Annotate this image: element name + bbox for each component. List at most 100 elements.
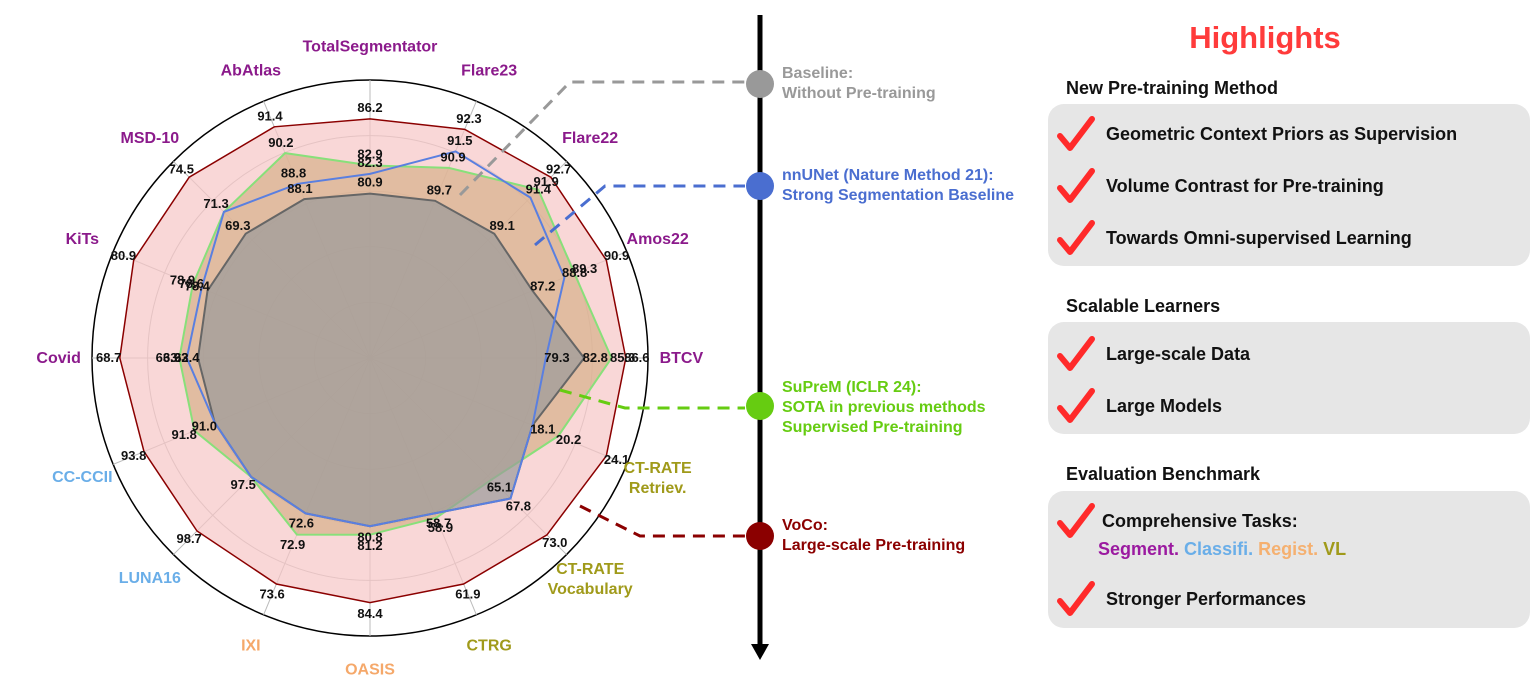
value-label: 84.4 xyxy=(357,606,383,621)
value-label: 88.8 xyxy=(562,265,587,280)
suprem-node xyxy=(746,392,774,420)
highlights-title: Highlights xyxy=(1189,20,1341,55)
suprem-label: Supervised Pre-training xyxy=(782,419,963,436)
axis-label: CC-CCII xyxy=(52,469,112,486)
checkmark-icon xyxy=(1057,220,1095,255)
value-label: 86.6 xyxy=(624,350,649,365)
axis-label: AbAtlas xyxy=(221,62,282,79)
voco-label: VoCo: xyxy=(782,517,828,534)
value-label: 90.9 xyxy=(604,248,629,263)
value-label: 73.0 xyxy=(542,535,567,550)
value-label: 81.2 xyxy=(357,538,382,553)
value-label: 73.6 xyxy=(259,586,284,601)
tag-vl: VL xyxy=(1323,539,1347,559)
checkmark-icon xyxy=(1057,388,1095,423)
method-box: Geometric Context Priors as Supervision … xyxy=(1048,104,1530,266)
value-label: 87.2 xyxy=(530,278,555,293)
method-item-label: Volume Contrast for Pre-training xyxy=(1106,175,1384,196)
suprem-connector xyxy=(559,388,745,410)
scalable-box: Large-scale Data Large Models xyxy=(1048,322,1530,434)
value-label: 24.1 xyxy=(604,452,629,467)
checkmark-icon xyxy=(1057,581,1095,616)
axis-label: Amos22 xyxy=(627,231,689,248)
value-label: 89.3 xyxy=(572,261,597,276)
nnunet-label: Strong Segmentation Baseline xyxy=(782,187,1014,204)
axis-label: Flare23 xyxy=(461,62,517,79)
timeline-arrowhead xyxy=(751,644,769,660)
baseline-label: Baseline: xyxy=(782,65,853,82)
value-label: 92.3 xyxy=(456,111,481,126)
nnunet-node xyxy=(746,172,774,200)
value-label: 82.9 xyxy=(357,146,382,161)
value-label: 63.3 xyxy=(163,350,188,365)
scalable-item-label: Large-scale Data xyxy=(1106,343,1251,364)
value-label: 78.6 xyxy=(179,276,204,291)
value-label: 92.7 xyxy=(546,161,571,176)
scalable-item-1: Large-scale Data xyxy=(1056,336,1250,372)
benchmark-box: Comprehensive Tasks: Segment. Classifi. … xyxy=(1048,491,1530,628)
value-label: 71.3 xyxy=(203,196,228,211)
value-label: 91.4 xyxy=(526,182,552,197)
checkmark-icon xyxy=(1057,336,1095,371)
checkmark-icon xyxy=(1057,503,1095,538)
value-label: 79.3 xyxy=(544,350,569,365)
method-item-2: Volume Contrast for Pre-training xyxy=(1056,168,1384,204)
value-label: 80.9 xyxy=(357,175,382,190)
tag-classification: Classifi. xyxy=(1184,539,1254,559)
value-label: 97.5 xyxy=(231,477,256,492)
value-label: 91.0 xyxy=(192,419,217,434)
axis-label: TotalSegmentator xyxy=(303,39,438,56)
value-label: 91.5 xyxy=(447,133,472,148)
checkmark-icon xyxy=(1057,116,1095,151)
nnunet-connector xyxy=(534,184,745,247)
axis-label: CTRG xyxy=(466,638,511,655)
value-label: 58.7 xyxy=(426,516,451,531)
section-title-method: New Pre-training Method xyxy=(1066,78,1279,98)
value-label: 88.8 xyxy=(281,165,306,180)
value-label: 89.7 xyxy=(427,183,452,198)
scalable-item-label: Large Models xyxy=(1106,395,1223,416)
value-label: 80.9 xyxy=(111,248,136,263)
value-label: 72.9 xyxy=(280,537,305,552)
axis-label: Covid xyxy=(36,350,80,367)
suprem-label: SuPreM (ICLR 24): xyxy=(782,379,922,396)
nnunet-label: nnUNet (Nature Method 21): xyxy=(782,167,994,184)
value-label: 61.9 xyxy=(455,586,480,601)
value-label: 85.3 xyxy=(610,350,635,365)
baseline-connector xyxy=(458,80,745,197)
axis-label: LUNA16 xyxy=(119,570,181,587)
radar-chart: 80.9 82.382.9 86.2 TotalSegmentator 89.7 90.9… xyxy=(36,39,704,679)
value-label: 98.7 xyxy=(176,531,201,546)
baseline-node xyxy=(746,70,774,98)
value-label: 82.3 xyxy=(357,155,382,170)
value-label: 91.4 xyxy=(257,109,283,124)
checkmark-icon xyxy=(1057,168,1095,203)
benchmark-item-label: Comprehensive Tasks: xyxy=(1102,510,1298,531)
value-label: 69.3 xyxy=(225,218,250,233)
baseline-label: Without Pre-training xyxy=(782,85,936,102)
method-item-label: Geometric Context Priors as Supervision xyxy=(1106,123,1458,144)
value-label: 58.9 xyxy=(428,520,453,535)
voco-label: Large-scale Pre-training xyxy=(782,537,965,554)
tag-segment: Segment. xyxy=(1098,539,1180,559)
tag-registration: Regist. xyxy=(1258,539,1319,559)
benchmark-item-2: Stronger Performances xyxy=(1056,581,1306,617)
task-tags: Segment. Classifi. Regist. VL xyxy=(1098,539,1346,560)
axis-label: BTCV xyxy=(660,350,704,367)
value-label: 80.8 xyxy=(357,529,382,544)
axis-label: KiTs xyxy=(66,231,100,248)
value-label: 74.5 xyxy=(169,161,194,176)
method-item-1: Geometric Context Priors as Supervision xyxy=(1056,116,1457,152)
value-label: 82.8 xyxy=(583,350,608,365)
voco-connector xyxy=(579,504,745,538)
section-title-scalable: Scalable Learners xyxy=(1066,296,1221,316)
benchmark-item-label: Stronger Performances xyxy=(1106,588,1307,609)
method-item-label: Towards Omni-supervised Learning xyxy=(1106,227,1412,248)
voco-node xyxy=(746,522,774,550)
value-label: 67.8 xyxy=(506,498,531,513)
value-label: 89.1 xyxy=(490,218,515,233)
section-title-benchmark: Evaluation Benchmark xyxy=(1066,464,1261,484)
axis-label: CT-RATE Retriev. xyxy=(624,460,692,497)
value-label: 68.7 xyxy=(96,350,121,365)
axis-label: CT-RATE Vocabulary xyxy=(548,561,633,598)
